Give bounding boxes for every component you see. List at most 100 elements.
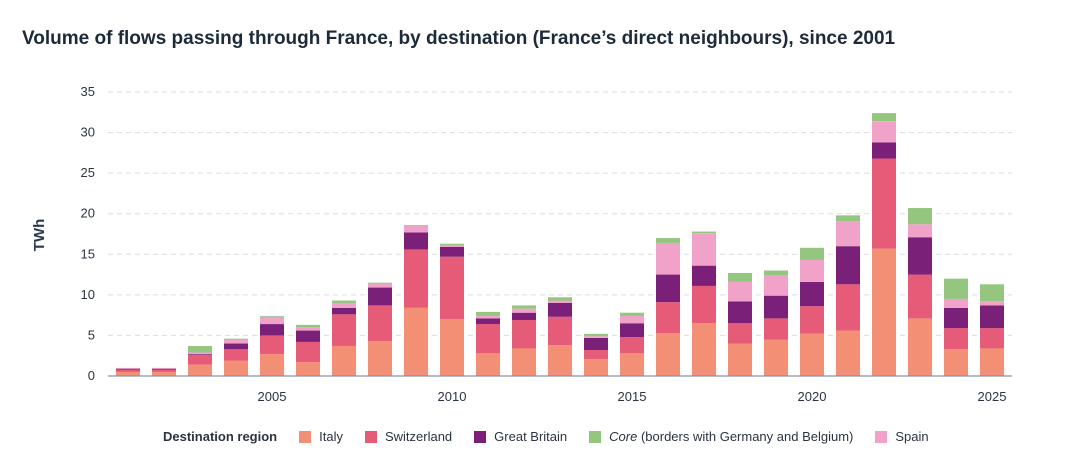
y-axis-label: TWh (31, 219, 48, 251)
bar-segment-core (620, 312, 644, 316)
bar-segment-great-britain (224, 343, 248, 350)
bar-segment-great-britain (404, 232, 428, 250)
bar-segment-great-britain (872, 142, 896, 159)
legend-item-core[interactable]: Core (borders with Germany and Belgium) (589, 429, 853, 444)
legend-item-spain[interactable]: Spain (875, 429, 929, 444)
bar-segment-great-britain (980, 305, 1004, 329)
bar-segment-italy (656, 332, 680, 376)
bar-segment-switzerland (800, 306, 824, 334)
bar-segment-italy (980, 348, 1004, 376)
bar-segment-spain (224, 339, 248, 344)
bar-segment-switzerland (656, 302, 680, 333)
bar-segment-core (368, 282, 392, 284)
bar-segment-switzerland (692, 285, 716, 324)
x-tick-label: 2005 (258, 389, 287, 404)
bar-segment-great-britain (656, 274, 680, 303)
bar-segment-spain (656, 242, 680, 275)
bar-segment-great-britain (440, 246, 464, 257)
bar-segment-switzerland (944, 328, 968, 350)
bar-segment-core (764, 270, 788, 276)
bar-segment-spain (188, 352, 212, 355)
bar-segment-core (908, 208, 932, 225)
bar-segment-switzerland (404, 249, 428, 308)
legend-label: Core (609, 429, 638, 444)
bar-segment-switzerland (116, 369, 140, 372)
x-tick-label: 2010 (438, 389, 467, 404)
bar-segment-great-britain (800, 281, 824, 307)
bar-segment-italy (296, 362, 320, 376)
legend-swatch (474, 430, 487, 443)
x-tick-label: 2015 (618, 389, 647, 404)
bar-segment-great-britain (188, 354, 212, 355)
bar-segment-italy (152, 371, 176, 376)
legend-item-switzerland[interactable]: Switzerland (364, 429, 452, 444)
bar-segment-spain (584, 336, 608, 338)
bar-segment-great-britain (836, 246, 860, 285)
legend-swatch (364, 430, 377, 443)
bar-segment-core (440, 243, 464, 246)
bar-segment-core (728, 272, 752, 282)
bar-segment-great-britain (908, 237, 932, 275)
bar-segment-core (944, 278, 968, 299)
bar-segment-core (260, 315, 284, 317)
bar-segment-italy (476, 353, 500, 376)
bar-segment-switzerland (332, 314, 356, 346)
legend-label: Italy (319, 429, 343, 444)
x-tick-label: 2020 (798, 389, 827, 404)
bar-segment-switzerland (440, 256, 464, 320)
bar-segment-italy (224, 360, 248, 376)
legend: Destination region Italy Switzerland Great… (163, 429, 951, 444)
bar-segment-italy (260, 354, 284, 376)
bar-segment-switzerland (584, 350, 608, 359)
bar-segment-great-britain (728, 301, 752, 324)
bar-segment-core (800, 247, 824, 260)
legend-label: Spain (895, 429, 929, 444)
bar-segment-great-britain (764, 295, 788, 319)
bar-segment-great-britain (260, 324, 284, 336)
bar-segment-core (296, 324, 320, 328)
bar-segment-italy (764, 339, 788, 376)
bar-segment-great-britain (368, 287, 392, 306)
bar-segment-switzerland (836, 284, 860, 331)
bar-segment-italy (836, 330, 860, 376)
bar-segment-spain (620, 315, 644, 324)
bar-segment-spain (116, 367, 140, 369)
bar-segment-great-britain (584, 337, 608, 351)
bar-segment-spain (728, 281, 752, 302)
bar-segment-switzerland (188, 354, 212, 365)
y-tick-label: 10 (81, 287, 95, 302)
legend-swatch (299, 430, 312, 443)
bar-segment-core (476, 311, 500, 316)
bar-segment-great-britain (512, 312, 536, 321)
bar-segment-switzerland (908, 274, 932, 319)
bar-segment-switzerland (872, 158, 896, 249)
bar-segment-spain (908, 224, 932, 238)
bar-segment-spain (836, 221, 860, 247)
bar-segment-spain (404, 225, 428, 233)
bar-segment-core (656, 238, 680, 243)
legend-item-italy[interactable]: Italy (299, 429, 343, 444)
bar-segment-spain (476, 315, 500, 319)
y-tick-label: 20 (81, 206, 95, 221)
bar-segment-spain (332, 302, 356, 308)
bar-segment-italy (188, 364, 212, 376)
bar-segment-spain (980, 301, 1004, 306)
bar-segment-italy (368, 341, 392, 376)
bar-segment-great-britain (944, 307, 968, 329)
bar-segment-switzerland (620, 337, 644, 354)
bar-segment-great-britain (692, 265, 716, 286)
bar-segment-spain (692, 233, 716, 266)
bar-segment-spain (368, 283, 392, 288)
bar-segment-switzerland (224, 349, 248, 361)
y-tick-label: 15 (81, 246, 95, 261)
bar-segment-switzerland (476, 324, 500, 354)
bar-segment-core (872, 113, 896, 122)
legend-item-great-britain[interactable]: Great Britain (474, 429, 567, 444)
bar-segment-spain (764, 275, 788, 296)
y-tick-label: 0 (88, 368, 95, 383)
chart-title: Volume of flows passing through France, … (22, 28, 896, 49)
bar-segment-switzerland (296, 341, 320, 363)
bar-segment-great-britain (332, 307, 356, 315)
